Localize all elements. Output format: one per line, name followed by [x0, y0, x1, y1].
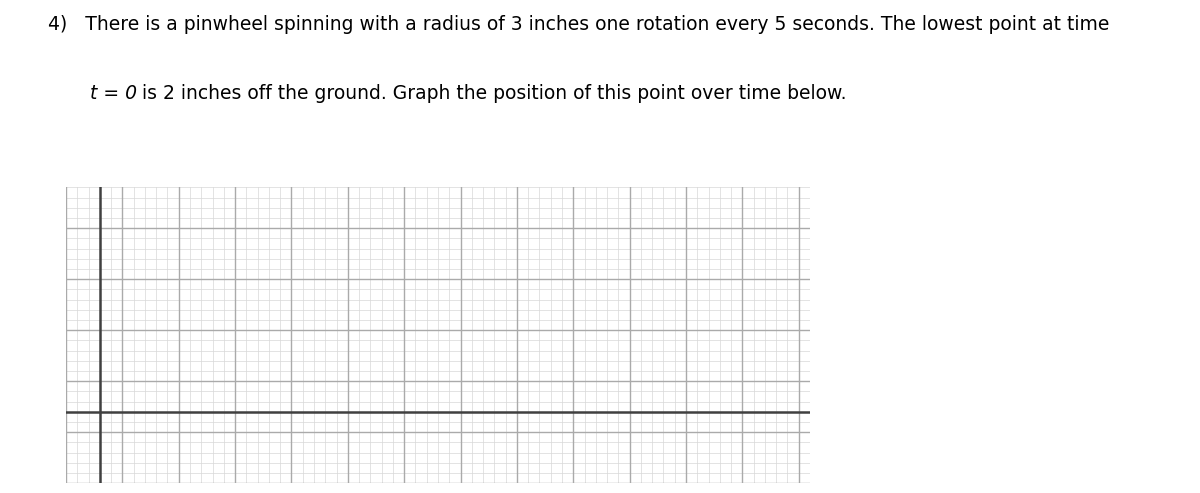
Text: is 2 inches off the ground. Graph the position of this point over time below.: is 2 inches off the ground. Graph the po… — [136, 84, 846, 103]
Text: 4)   There is a pinwheel spinning with a radius of 3 inches one rotation every 5: 4) There is a pinwheel spinning with a r… — [48, 15, 1109, 34]
Text: t = 0: t = 0 — [90, 84, 137, 103]
